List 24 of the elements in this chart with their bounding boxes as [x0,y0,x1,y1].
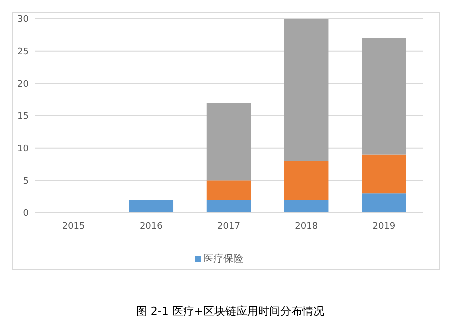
legend-label: 医疗保险 [204,253,244,265]
y-tick-label: 20 [18,80,30,90]
x-tick-label: 2017 [218,222,240,232]
y-tick-label: 30 [18,15,30,26]
bar [362,38,406,155]
y-tick-label: 15 [18,112,29,122]
y-tick-label: 10 [18,144,30,154]
bar [362,194,406,213]
bar [206,200,252,213]
bar [206,103,252,181]
bar [129,200,174,213]
bar [284,19,329,162]
bar [284,200,329,213]
bar [362,154,406,194]
bar [284,161,329,200]
text: 图 2-1 医疗+区块链应用时间分布情况 [136,305,325,318]
x-tick-label: 2019 [372,222,396,232]
y-tick-label: 25 [18,47,29,58]
bar [206,180,252,200]
x-tick-label: 2016 [140,222,164,232]
y-tick-label: 0 [23,209,30,220]
x-tick-label: 2018 [295,222,318,232]
y-tick-label: 5 [23,176,29,187]
x-tick-label: 2015 [62,222,86,232]
